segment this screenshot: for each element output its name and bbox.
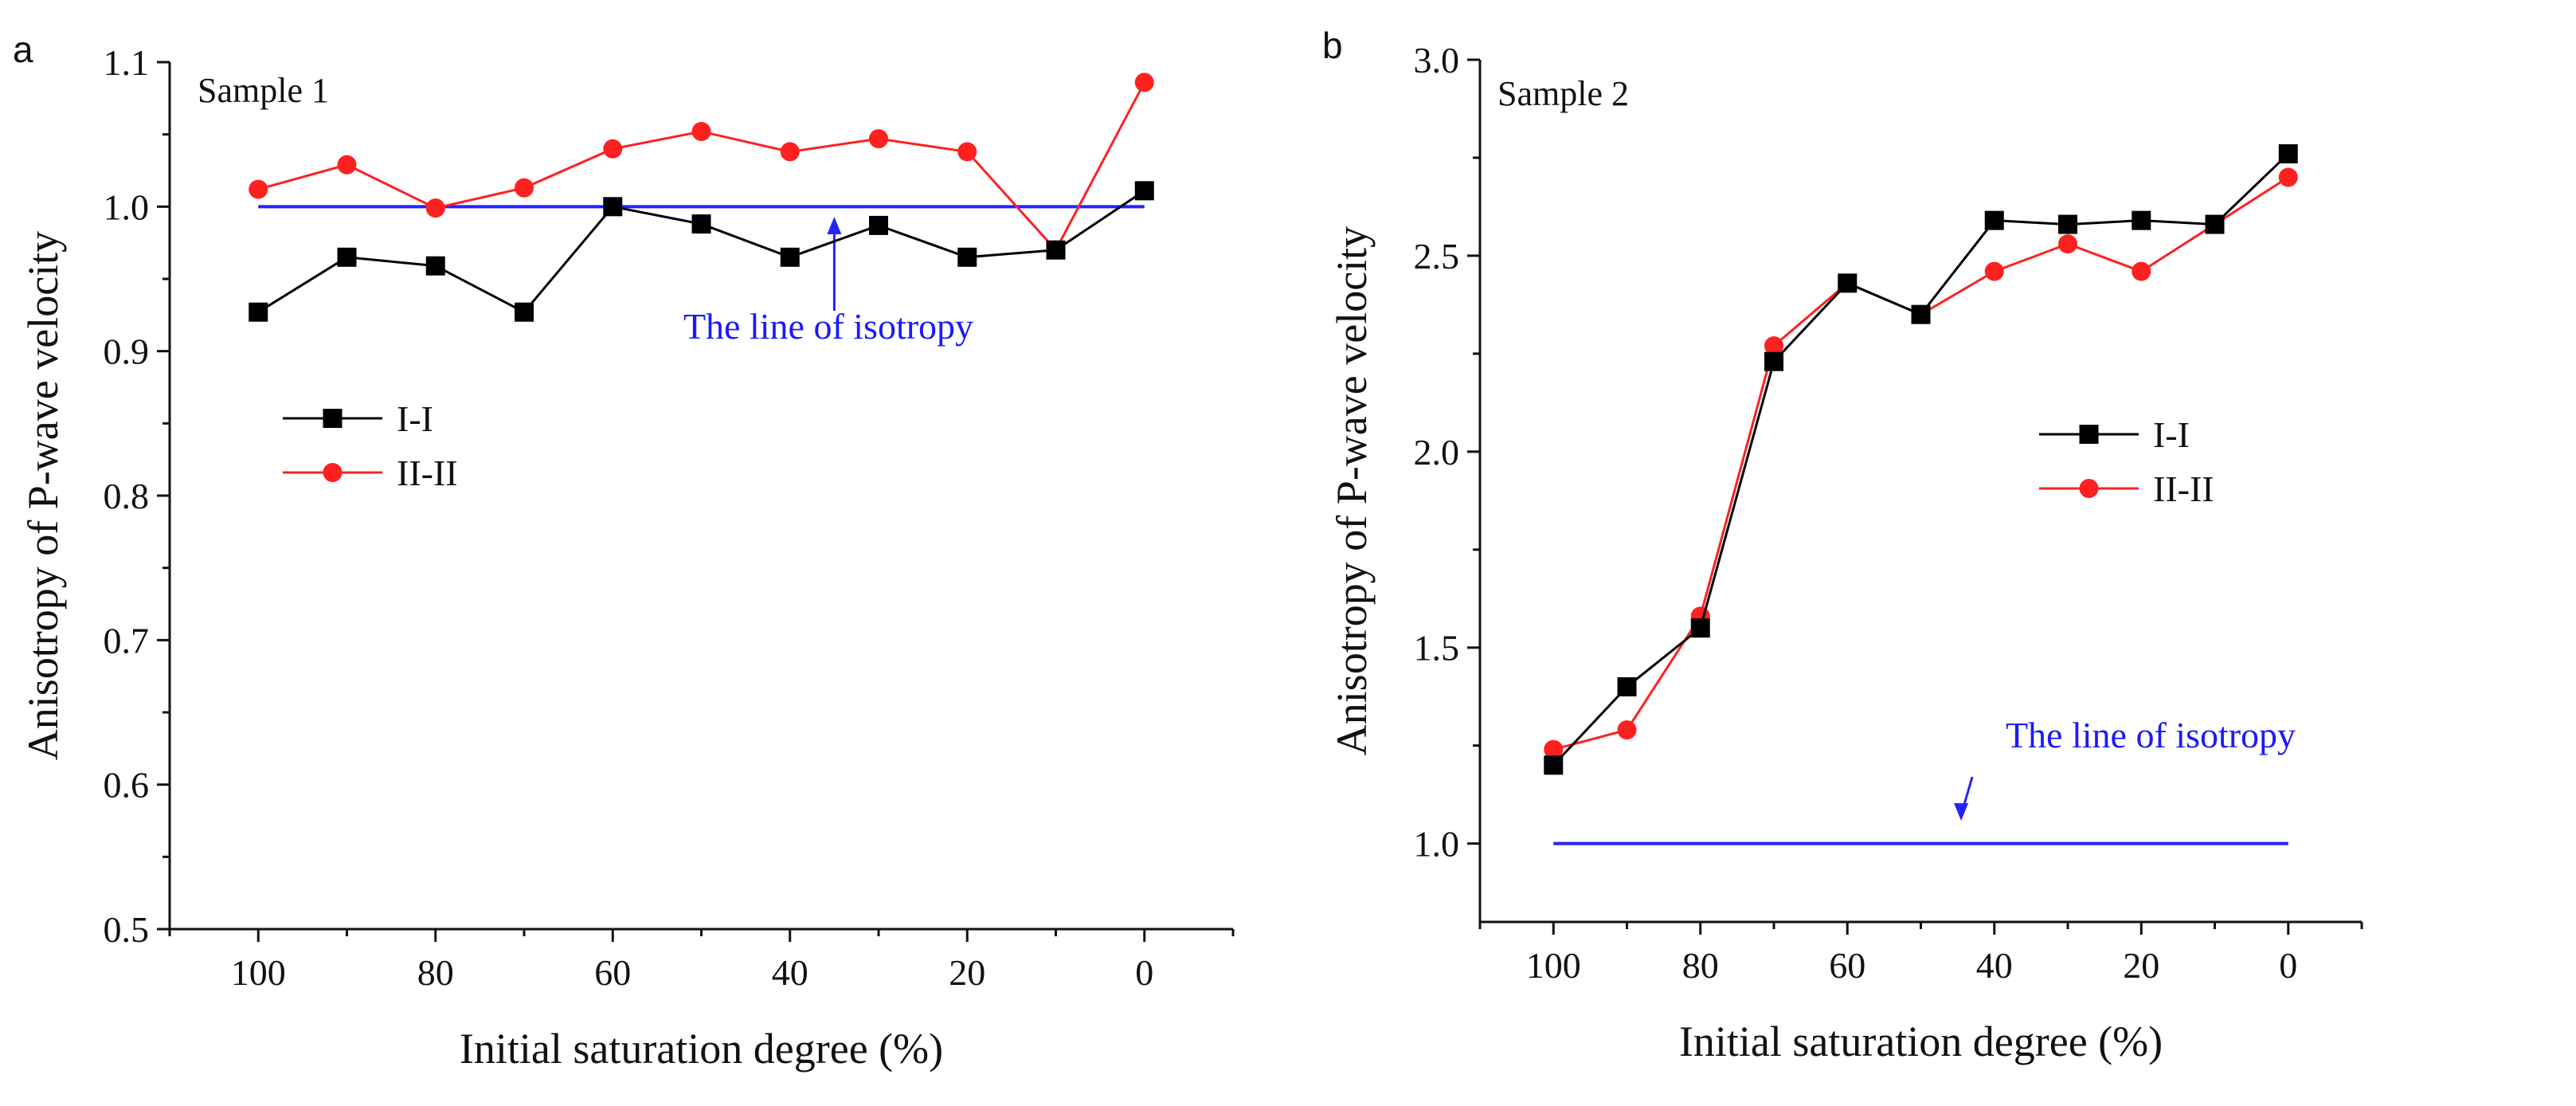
y-tick-label: 1.0 [104,186,150,227]
x-tick-label: 100 [1526,945,1581,986]
panel-letter: b [1322,25,1343,66]
panel-letter: a [13,29,33,70]
data-point-II-II [2132,261,2151,281]
chart-panel-b: 1.0 1.5 2.0 2.5 3.0 100 80 60 40 20 0 Initial satur… [1322,25,2363,1065]
data-point-I-I [780,247,800,267]
data-point-I-I [1838,273,1858,293]
data-point-I-I [2132,210,2151,230]
y-tick-label: 0.9 [104,331,150,372]
data-point-II-II [2278,167,2298,187]
y-axis-label: Anisotropy of P-wave velocity [1328,226,1376,755]
data-point-I-I [691,214,711,234]
data-point-I-I [603,197,623,217]
data-point-II-II [1544,739,1564,759]
x-tick-label: 40 [1976,945,2013,986]
data-point-I-I [869,215,888,235]
data-point-I-I [1911,304,1931,324]
data-point-I-I [2058,214,2077,234]
data-point-I-I [1690,618,1710,638]
sample-label: Sample 2 [1497,74,1629,113]
data-point-I-I [1764,351,1783,371]
annotation-arrow-head [827,217,842,234]
legend-label-II-II: II-II [397,453,458,493]
x-axis-label: Initial saturation degree (%) [460,1025,943,1073]
y-tick-label: 1.0 [1414,824,1460,865]
data-point-II-II [869,129,888,149]
data-point-I-I [515,302,534,322]
data-point-II-II [1617,720,1637,740]
y-tick-label: 1.5 [1414,628,1460,669]
x-tick-label: 0 [1135,952,1153,993]
legend-marker-II-II [2079,479,2099,498]
isotropy-annotation: The line of isotropy [683,306,973,347]
data-point-II-II [1134,73,1154,92]
data-point-II-II [1764,336,1783,356]
y-tick-label: 0.6 [104,765,150,806]
legend-label-I-I: I-I [2153,414,2190,455]
data-point-I-I [1984,210,2004,230]
data-point-II-II [1984,261,2004,281]
sample-label: Sample 1 [198,71,329,110]
data-point-II-II [691,122,711,142]
x-tick-label: 20 [949,952,985,993]
data-point-II-II [2058,234,2077,254]
data-point-II-II [603,139,623,159]
legend-marker-I-I [2079,425,2099,444]
x-tick-label: 0 [2279,945,2297,986]
data-point-I-I [2205,214,2225,234]
y-tick-label: 0.8 [104,476,150,516]
x-tick-label: 60 [594,952,631,993]
x-tick-label: 20 [2123,945,2159,986]
data-point-I-I [1046,240,1066,260]
legend-marker-II-II [323,463,343,482]
data-point-II-II [780,142,800,162]
data-point-I-I [337,247,357,267]
data-point-I-I [1544,755,1564,775]
data-point-II-II [515,178,534,198]
data-point-II-II [249,179,268,199]
data-point-II-II [425,198,445,218]
x-tick-label: 80 [1682,945,1719,986]
data-point-I-I [1617,677,1637,696]
isotropy-annotation: The line of isotropy [2006,715,2296,755]
y-tick-label: 2.5 [1414,236,1460,276]
legend-label-I-I: I-I [397,398,433,439]
data-point-I-I [249,302,268,322]
y-tick-label: 3.0 [1414,40,1460,80]
y-tick-label: 0.5 [104,909,150,950]
x-tick-label: 60 [1829,945,1865,986]
x-tick-label: 100 [231,952,286,993]
chart-panel-a: 0.5 0.6 0.7 0.8 0.9 1.0 1.1 100 80 60 40 20 0 Initial… [13,29,1235,1073]
data-point-I-I [2278,144,2298,164]
data-point-I-I [425,256,445,276]
x-tick-label: 40 [772,952,808,993]
data-point-I-I [1134,181,1154,201]
y-tick-label: 2.0 [1414,432,1460,473]
data-point-I-I [957,247,977,267]
legend-marker-I-I [323,409,343,428]
y-axis-label: Anisotropy of P-wave velocity [19,231,67,760]
annotation-arrow-head [1954,803,1969,821]
data-point-II-II [337,155,357,175]
data-point-II-II [957,142,977,162]
x-axis-label: Initial saturation degree (%) [1679,1018,2163,1065]
legend-label-II-II: II-II [2153,469,2214,509]
y-tick-label: 1.1 [104,42,150,83]
y-tick-label: 0.7 [104,620,150,661]
x-tick-label: 80 [417,952,454,993]
